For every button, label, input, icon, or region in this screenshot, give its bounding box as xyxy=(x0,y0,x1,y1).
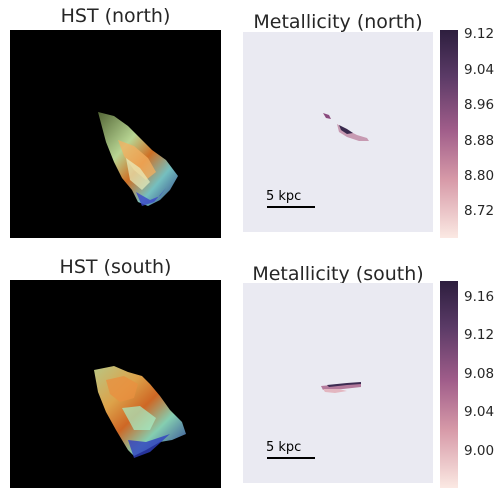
cbar-north-tick-3: 8.88 xyxy=(464,133,495,149)
metallicity-north-patch xyxy=(323,113,369,141)
cbar-south-tick-0: 9.16 xyxy=(464,289,495,305)
metallicity-south-patch xyxy=(321,382,361,393)
scalebar-label-south: 5 kpc xyxy=(266,440,302,455)
metallicity-south-map: 5 kpc xyxy=(243,283,433,483)
hst-north-galaxy xyxy=(98,112,178,206)
hst-south-galaxy xyxy=(94,366,186,458)
cbar-south-tick-1: 9.12 xyxy=(464,327,495,343)
metallicity-north-map: 5 kpc xyxy=(243,32,433,232)
cbar-north-tick-5: 8.72 xyxy=(464,203,495,219)
scalebar-label-north: 5 kpc xyxy=(266,189,302,204)
hst-south-image xyxy=(10,280,221,488)
cbar-south-tick-4: 9.00 xyxy=(464,443,495,459)
colorbar-south xyxy=(440,281,458,488)
hst-north-image xyxy=(10,30,221,238)
title-metallicity-north: Metallicity (north) xyxy=(253,11,423,33)
title-hst-south: HST (south) xyxy=(59,256,172,278)
scalebar-line-north xyxy=(267,206,315,208)
cbar-south-tick-2: 9.08 xyxy=(464,366,495,382)
cbar-north-tick-2: 8.96 xyxy=(464,97,495,113)
cbar-north-tick-1: 9.04 xyxy=(464,62,495,78)
cbar-north-tick-0: 9.12 xyxy=(464,26,495,42)
title-hst-north: HST (north) xyxy=(60,5,171,27)
scalebar-line-south xyxy=(267,457,315,459)
colorbar-north xyxy=(440,30,458,238)
title-metallicity-south: Metallicity (south) xyxy=(252,263,424,285)
cbar-north-tick-4: 8.80 xyxy=(464,168,495,184)
cbar-south-tick-3: 9.04 xyxy=(464,404,495,420)
